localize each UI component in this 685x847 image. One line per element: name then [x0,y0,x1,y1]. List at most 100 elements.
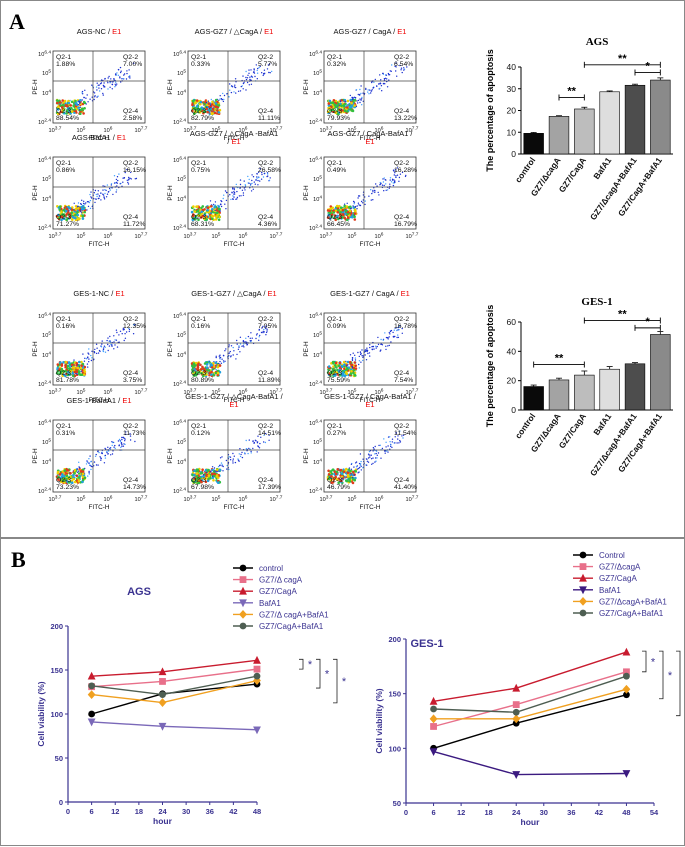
significance-label: * [646,60,651,72]
flow-dot [111,184,112,185]
flow-dot [372,191,373,192]
flow-dot [361,349,362,350]
flow-dot [345,476,346,477]
y-tick-label: 0 [511,149,516,159]
significance-label: * [646,316,651,328]
quadrant-label: Q2-4 [258,108,273,115]
flow-dot [90,200,91,201]
quadrant-label: Q2-2 [123,423,138,430]
flow-dot [233,354,234,355]
flow-dot [239,351,240,352]
flow-dot [342,209,345,212]
flow-dot [61,364,64,367]
y-tick-label: 105 [177,331,186,340]
x-tick-label: 24 [512,808,521,817]
flow-dot [96,464,97,465]
y-tick-label: 102.4 [38,224,51,233]
flow-dot [121,78,122,79]
flow-dot [388,79,389,80]
flow-dot [57,363,60,366]
flow-dot [385,453,386,454]
flow-dot [60,210,63,213]
flow-dot [270,177,271,178]
flow-dot [61,473,64,476]
flow-plot: AGS-GZ7 / △CagA / E1Q2-10.33%Q2-25.77%Q2… [167,27,283,142]
flow-dot [349,99,352,102]
flow-dot [203,104,204,105]
y-tick-label: 106.4 [38,50,51,59]
flow-dot [108,350,109,351]
flow-dot [206,107,207,108]
flow-dot [237,458,238,459]
flow-dot [122,178,123,179]
flow-dot [233,196,234,197]
quadrant-value: 81.78% [56,377,79,384]
panel-b-label: B [11,547,26,572]
flow-dot [235,78,236,79]
quadrant-value: 7.00% [123,61,142,68]
flow-dot [376,185,377,186]
flow-dot [232,453,233,454]
flow-plot-title: GES-1-GZ7 / △CagA / E1 [191,289,276,298]
flow-dot [263,176,264,177]
flow-dot [396,76,397,77]
flow-dot [69,104,72,107]
flow-dot [72,478,75,481]
x-tick-label: 106 [375,495,384,504]
legend-label: GZ7/Δ cagA+BafA1 [259,610,329,619]
quadrant-label: Q2-2 [123,316,138,323]
flow-dot [374,192,375,193]
flow-dot [390,446,391,447]
flow-dot [266,176,267,177]
quadrant-label: Q2-2 [258,160,273,167]
flow-dot [87,357,88,358]
flow-dot [352,477,353,478]
flow-dot [225,348,226,349]
flow-dot [257,442,258,443]
flow-plot-title-line2: E1 [365,400,374,409]
flow-dot [235,462,236,463]
y-axis-label: PE-H [167,341,174,357]
x-tick-label: 105 [348,495,357,504]
flow-dot [387,86,388,87]
y-tick-label: 0 [59,798,63,807]
x-tick-label: 106 [239,232,248,241]
flow-dot [371,346,372,347]
flow-dot [366,359,367,360]
flow-dot [360,461,361,462]
flow-dot [116,83,117,84]
flow-dot [380,445,381,446]
flow-dot [359,367,360,368]
quadrant-label: Q2-1 [191,160,206,167]
flow-dot [329,100,332,103]
flow-dot [359,463,360,464]
flow-dot [257,78,258,79]
flow-dot [215,102,218,105]
flow-dot [112,84,113,85]
flow-dot [383,181,384,182]
quadrant-label: Q2-2 [258,423,273,430]
y-tick-label: 102.4 [309,487,322,496]
flow-dot [259,336,260,337]
flow-dot [245,89,246,90]
flow-plot-title-line2: / E1 [227,137,240,146]
flow-dot [112,194,113,195]
flow-dot [218,208,221,211]
flow-dot [373,82,374,83]
flow-dot [243,82,244,83]
flow-dot [118,75,119,76]
flow-dot [112,453,113,454]
significance-bracket [676,651,680,716]
flow-dot [389,345,390,346]
flow-dot [218,100,219,101]
flow-dot [359,356,360,357]
flow-dot [82,112,85,115]
quadrant-value: 11.72% [123,221,146,228]
flow-dot [385,442,386,443]
flow-dot [83,373,86,376]
flow-dot [391,64,392,65]
flow-dot [83,101,86,104]
flow-dot [124,444,125,445]
flow-dot [255,184,256,185]
flow-dot [242,457,243,458]
